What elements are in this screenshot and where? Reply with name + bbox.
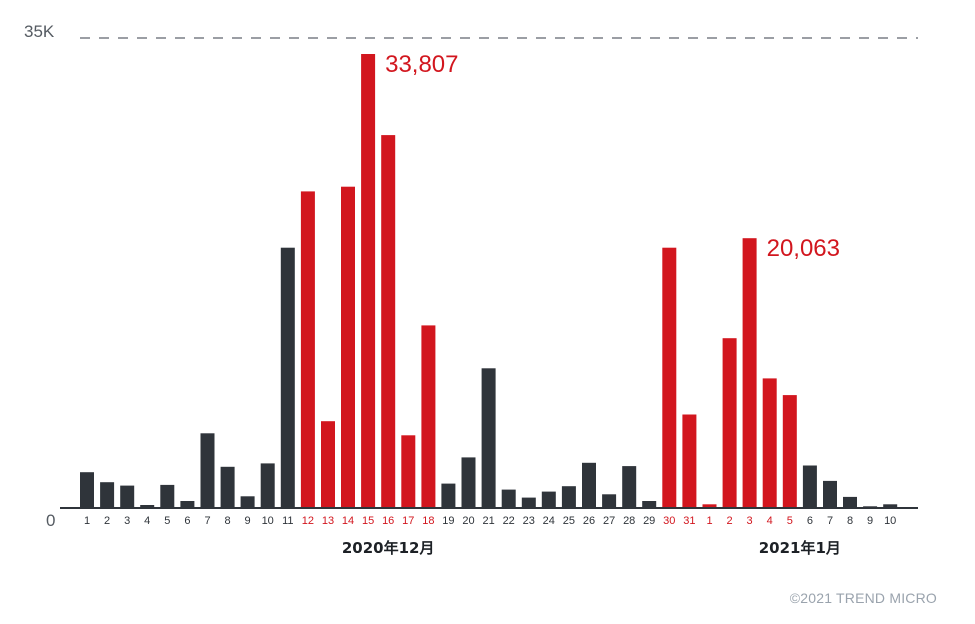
x-tick-label: 15 <box>362 515 374 527</box>
bar <box>622 466 637 507</box>
bar <box>401 435 416 507</box>
bar <box>602 494 617 507</box>
bar <box>80 472 94 507</box>
bar <box>521 497 536 507</box>
x-tick-label: 29 <box>643 515 655 527</box>
bar <box>300 191 315 507</box>
bars <box>80 54 898 507</box>
bar <box>160 484 175 507</box>
x-tick-label: 1 <box>706 515 712 527</box>
x-tick-labels: 1 2 3 4 5 6 7 8 9 10 11 12 13 14 15 16 17 18 19 20 21 22 23 24 2… <box>84 515 896 527</box>
x-tick-label: 9 <box>245 515 251 527</box>
bar <box>220 466 235 507</box>
bar <box>823 480 837 507</box>
x-group-label: 2021年1月 <box>759 539 841 557</box>
bar <box>381 135 396 507</box>
x-tick-label: 21 <box>482 515 494 527</box>
x-tick-label: 7 <box>827 515 833 527</box>
x-tick-label: 2 <box>104 515 110 527</box>
x-tick-label: 3 <box>747 515 753 527</box>
x-tick-label: 8 <box>847 515 853 527</box>
bar <box>702 504 717 507</box>
bar <box>742 238 757 507</box>
x-tick-label: 3 <box>124 515 130 527</box>
x-tick-label: 25 <box>563 515 575 527</box>
bar <box>120 485 135 507</box>
data-annotations: 33,807 20,063 <box>385 51 840 262</box>
x-tick-label: 10 <box>884 515 896 527</box>
x-tick-label: 11 <box>282 515 293 527</box>
x-tick-label: 2 <box>727 515 733 527</box>
x-tick-label: 16 <box>382 515 394 527</box>
x-tick-label: 14 <box>342 515 354 527</box>
x-tick-label: 5 <box>164 515 170 527</box>
bar <box>802 465 817 507</box>
bar <box>260 463 275 507</box>
x-tick-label: 13 <box>322 515 334 527</box>
x-tick-label: 4 <box>144 515 150 527</box>
bar <box>441 483 456 507</box>
x-tick-label: 6 <box>184 515 190 527</box>
bar <box>782 395 797 507</box>
x-tick-label: 10 <box>262 515 274 527</box>
x-tick-label: 4 <box>767 515 773 527</box>
x-tick-label: 30 <box>663 515 675 527</box>
bar <box>561 486 576 507</box>
bar <box>501 489 516 507</box>
bar <box>180 501 195 507</box>
bar <box>341 186 355 507</box>
y-tick-label-max: 35K <box>24 22 55 41</box>
bar <box>140 505 155 507</box>
x-tick-label: 6 <box>807 515 813 527</box>
value-annotation: 20,063 <box>767 235 840 262</box>
bar <box>240 496 255 507</box>
x-tick-label: 26 <box>583 515 595 527</box>
x-tick-label: 12 <box>302 515 314 527</box>
bar <box>481 368 496 507</box>
x-tick-label: 20 <box>462 515 474 527</box>
x-tick-label: 31 <box>683 515 695 527</box>
bar <box>762 378 777 507</box>
bar <box>662 247 677 507</box>
bar <box>682 414 697 507</box>
bar <box>461 457 476 507</box>
value-annotation: 33,807 <box>385 51 458 78</box>
x-tick-label: 24 <box>543 515 555 527</box>
bar <box>722 338 737 507</box>
bar <box>582 462 596 507</box>
x-tick-label: 18 <box>422 515 434 527</box>
x-tick-label: 9 <box>867 515 873 527</box>
x-tick-label: 22 <box>503 515 515 527</box>
x-tick-label: 8 <box>225 515 231 527</box>
bar <box>541 491 556 507</box>
y-tick-label-zero: 0 <box>46 511 55 530</box>
x-group-labels: 2020年12月 2021年1月 <box>342 539 841 557</box>
bar <box>321 421 335 507</box>
x-group-label: 2020年12月 <box>342 539 435 557</box>
x-tick-label: 23 <box>523 515 535 527</box>
bar <box>642 501 657 507</box>
bar <box>361 54 376 507</box>
bar <box>280 247 295 507</box>
bar <box>843 496 857 507</box>
x-tick-label: 5 <box>787 515 793 527</box>
x-tick-label: 17 <box>402 515 414 527</box>
x-tick-label: 27 <box>603 515 615 527</box>
bar <box>100 482 115 507</box>
bar <box>863 506 878 507</box>
x-tick-label: 19 <box>442 515 454 527</box>
bar <box>421 325 436 507</box>
copyright-credit: ©2021 TREND MICRO <box>789 590 937 606</box>
x-tick-label: 28 <box>623 515 635 527</box>
bar <box>883 504 898 507</box>
bar <box>200 433 215 507</box>
x-tick-label: 1 <box>84 515 90 527</box>
x-tick-label: 7 <box>204 515 210 527</box>
